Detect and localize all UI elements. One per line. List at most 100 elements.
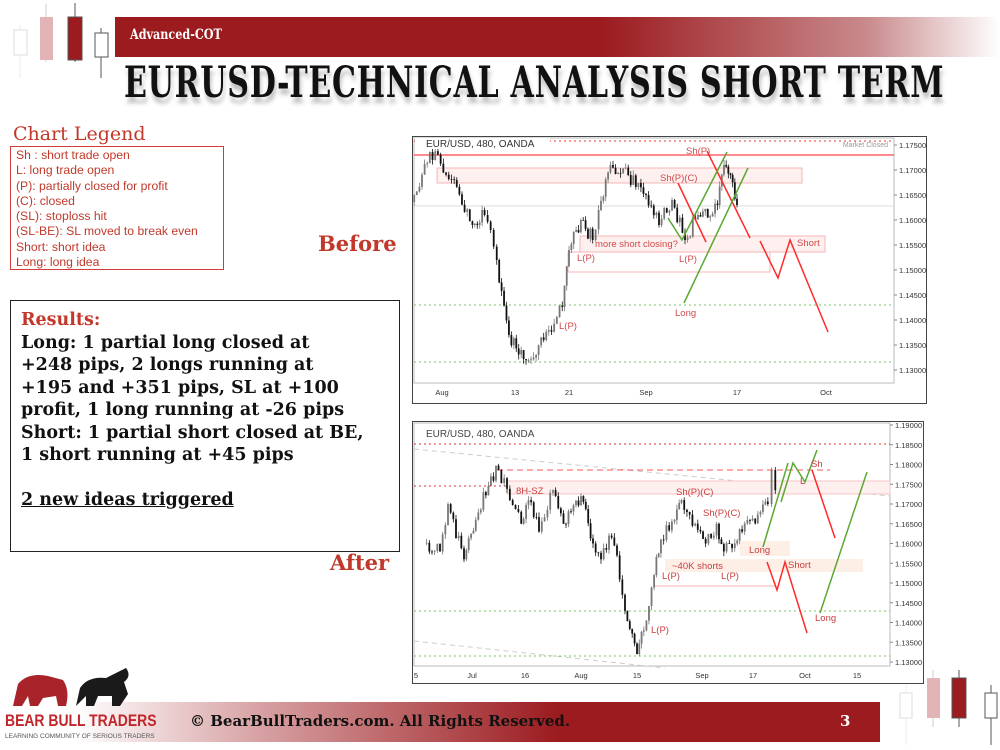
chart-symbol: EUR/USD, 480, OANDA [426, 139, 535, 150]
legend-item: Short: short idea [16, 239, 106, 254]
candle [650, 587, 653, 606]
candle [423, 163, 426, 175]
candle [605, 548, 608, 550]
candle [636, 643, 638, 655]
candle [567, 511, 570, 525]
candle [530, 359, 532, 361]
candle [759, 511, 762, 515]
candle [637, 182, 640, 187]
candle [678, 217, 681, 223]
y-tick-label: 1.15500 [895, 559, 922, 568]
y-tick-label: 1.16500 [899, 191, 926, 200]
annotation: Sh(P)(C) [660, 173, 697, 184]
candle [547, 330, 550, 332]
candle [640, 631, 643, 644]
candle [671, 200, 673, 211]
candle [683, 500, 686, 510]
candle [486, 215, 489, 222]
candle [668, 210, 671, 213]
candle [652, 205, 655, 216]
candle [540, 337, 543, 346]
candle [563, 285, 566, 307]
candle [558, 305, 561, 318]
candle [565, 523, 567, 525]
y-tick-label: 1.17500 [899, 141, 926, 150]
candle [673, 200, 676, 208]
candle [570, 244, 573, 250]
candle [663, 208, 666, 219]
candle [618, 555, 621, 580]
candle [655, 212, 658, 216]
candle [736, 540, 739, 544]
y-tick-label: 1.13500 [899, 341, 926, 350]
candle [453, 179, 456, 180]
short-line [706, 150, 751, 239]
candle [594, 229, 597, 240]
candle [413, 195, 416, 202]
candle [543, 517, 546, 522]
x-tick-label: 17 [749, 671, 757, 680]
long-idea-line [819, 471, 868, 614]
candle [741, 529, 743, 532]
results-line: +195 and +351 pips, SL at +100 [21, 377, 339, 398]
candle [712, 535, 715, 538]
candle [439, 154, 442, 164]
candle [559, 508, 562, 514]
candle [728, 543, 731, 544]
annotation: Long [749, 545, 770, 556]
x-tick-label: 15 [853, 671, 861, 680]
candle [638, 643, 641, 655]
candle [592, 538, 594, 544]
short-idea-line [759, 237, 829, 333]
candle [602, 196, 605, 201]
annotation: L(P) [577, 253, 595, 264]
candle [532, 502, 535, 517]
candle [478, 222, 481, 225]
chart-after: 8H-SZ Sh(P)(C) Sh(P)(C) Long ~40K shorts… [413, 421, 922, 680]
candle [476, 223, 479, 225]
candle [589, 523, 592, 539]
candle [668, 525, 671, 531]
candle [565, 266, 568, 286]
y-tick-label: 1.14500 [895, 599, 922, 608]
candle [710, 534, 713, 538]
candle [426, 163, 429, 164]
candle [511, 500, 514, 506]
candle [441, 534, 444, 552]
candle [463, 204, 466, 212]
legend-item: Long: long idea [16, 255, 100, 270]
candle [495, 465, 497, 481]
legend-item: (SL-BE): SL moved to break even [16, 224, 198, 239]
candle [483, 209, 486, 215]
candle [582, 220, 585, 221]
candle [731, 175, 734, 183]
candle [505, 305, 508, 321]
candle [550, 330, 553, 332]
copyright: © BearBullTraders.com. All Rights Reserv… [190, 712, 571, 730]
candle [471, 221, 474, 225]
candle [629, 175, 632, 185]
candle [616, 545, 618, 556]
short-line [811, 469, 836, 539]
results-box: Results: Long: 1 partial long closed at … [10, 300, 400, 552]
y-tick-label: 1.16000 [899, 216, 926, 225]
candle [415, 191, 418, 196]
candle [697, 215, 699, 220]
candle [684, 232, 686, 240]
candle [704, 538, 707, 544]
candle [696, 523, 699, 530]
candle [489, 221, 492, 230]
y-tick-label: 1.14500 [899, 291, 926, 300]
candle [743, 523, 746, 532]
candle [577, 500, 580, 506]
candle [628, 621, 631, 629]
x-tick-label: 13 [511, 388, 519, 397]
results-line: 1 short running at +45 pips [21, 445, 294, 465]
candle [655, 556, 658, 576]
candle [647, 195, 650, 206]
candle [537, 345, 540, 355]
candle [688, 512, 691, 515]
y-tick-label: 1.18500 [895, 441, 922, 450]
candle [589, 228, 592, 239]
